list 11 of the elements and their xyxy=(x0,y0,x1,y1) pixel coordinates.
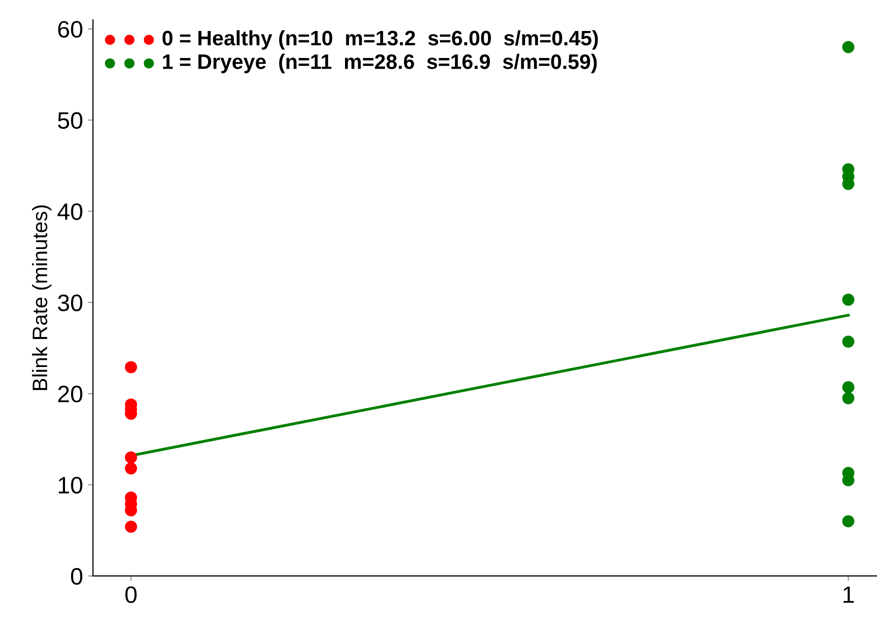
y-tick-label: 40 xyxy=(58,203,82,220)
y-tick-label: 60 xyxy=(58,20,82,38)
y-tick-label: 50 xyxy=(58,112,82,129)
y-tick-label: 30 xyxy=(58,294,82,312)
y-axis-title: Blink Rate (minutes) xyxy=(32,205,52,390)
x-tick-label: 1 xyxy=(844,586,854,603)
legend-label: 1 = Dryeye (n=11 m=28.6 s=16.9 s/m=0.59) xyxy=(163,54,597,74)
y-tick-label: 10 xyxy=(58,476,82,494)
legend-label: 0 = Healthy (n=10 m=13.2 s=6.00 s/m=0.45) xyxy=(162,30,598,50)
y-tick-label: 0 xyxy=(71,568,82,585)
y-tick-label: 20 xyxy=(58,386,82,402)
